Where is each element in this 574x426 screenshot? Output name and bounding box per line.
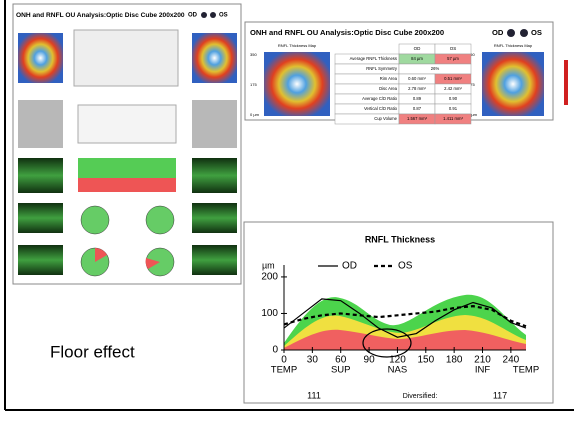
thickness-map	[18, 33, 63, 83]
od-label: OD	[492, 28, 504, 37]
footer-text: Diversified:	[403, 393, 438, 400]
fundus-image	[18, 100, 63, 148]
footer-text: 117	[493, 390, 507, 400]
slide-accent	[564, 60, 568, 105]
y-tick-label: 100	[261, 308, 278, 319]
quadrant-chart	[81, 206, 109, 234]
map-label: RNFL Thickness Map	[494, 43, 533, 48]
od-label: OD	[188, 13, 198, 19]
cell-value: 57 µm	[447, 56, 459, 61]
os-label: OS	[531, 28, 542, 37]
thickness-map	[192, 33, 237, 83]
tomogram	[18, 203, 63, 233]
footer-text: 111	[307, 390, 321, 400]
cell-value: 84 µm	[411, 56, 423, 61]
x-tick-label: 90	[364, 355, 376, 366]
header-text: OS	[450, 46, 457, 51]
fundus-image	[192, 100, 237, 148]
os-label: OS	[219, 13, 228, 19]
slide: ONH and RNFL OU Analysis:Optic Disc Cube…	[0, 0, 574, 426]
region-label: TEMP	[513, 365, 539, 376]
cell-value: 0.90	[449, 96, 458, 101]
map-scale: 350	[250, 52, 257, 57]
cell-value: 0.60 mm²	[408, 76, 426, 81]
cell-value: 2.78 mm²	[408, 86, 426, 91]
report-title: ONH and RNFL OU Analysis:Optic Disc Cube…	[16, 12, 185, 19]
region-label: SUP	[331, 365, 351, 376]
thickness-map	[482, 52, 544, 116]
y-axis-label: µm	[262, 260, 275, 270]
y-tick-label: 200	[261, 272, 278, 283]
left-report: ONH and RNFL OU Analysis:Optic Disc Cube…	[13, 4, 241, 284]
cell-value: 26%	[431, 66, 440, 71]
x-tick-label: 180	[446, 355, 463, 366]
mini-table	[74, 30, 178, 86]
od-icon	[201, 12, 207, 18]
tomogram	[18, 245, 63, 275]
cell-value: 0.87	[413, 106, 422, 111]
region-label: NAS	[388, 365, 408, 376]
legend-label: OD	[342, 261, 357, 272]
row-label: RNFL Symmetry	[366, 66, 398, 71]
thickness-plot	[78, 178, 176, 192]
tomogram	[192, 245, 237, 275]
legend-label: OS	[398, 261, 413, 272]
top-report: ONH and RNFL OU Analysis:Optic Disc Cube…	[245, 22, 553, 124]
row-label: Cup Volume	[374, 116, 397, 121]
cell-value: 0.89	[413, 96, 422, 101]
row-label: Rim Area	[380, 76, 398, 81]
cell-value: 2.42 mm²	[444, 86, 462, 91]
chart-frame	[244, 222, 553, 403]
row-label: Average C/D Ratio	[362, 96, 398, 101]
row-label: Average RNFL Thickness	[350, 56, 397, 61]
cell-value: 0.51 mm²	[444, 76, 462, 81]
header-text: OD	[414, 46, 422, 51]
cell-value: 0.91	[449, 106, 458, 111]
map-scale: 175	[250, 82, 257, 87]
region-label: INF	[475, 365, 491, 376]
od-icon	[507, 29, 515, 37]
quadrant-chart	[146, 206, 174, 234]
tomogram	[192, 203, 237, 233]
caption: Floor effect	[50, 342, 135, 361]
y-tick-label: 0	[272, 345, 278, 356]
chart-title: RNFL Thickness	[365, 234, 435, 244]
x-tick-label: 150	[417, 355, 434, 366]
thickness-map	[264, 52, 330, 116]
row-label: Vertical C/D Ratio	[364, 106, 398, 111]
cell-value: 1.567 mm³	[407, 116, 428, 121]
row-label: Disc Area	[379, 86, 398, 91]
x-tick-label: 30	[307, 355, 319, 366]
os-icon	[520, 29, 528, 37]
cell-value: 1.411 mm³	[443, 116, 463, 121]
rim-plot	[78, 105, 176, 143]
map-label: RNFL Thickness Map	[278, 43, 317, 48]
report-title: ONH and RNFL OU Analysis:Optic Disc Cube…	[250, 28, 444, 37]
region-label: TEMP	[271, 365, 297, 376]
tomogram	[192, 158, 237, 193]
map-scale: 0 µm	[250, 112, 260, 117]
tomogram	[18, 158, 63, 193]
slide-canvas: ONH and RNFL OU Analysis:Optic Disc Cube…	[0, 0, 574, 426]
chart-panel: RNFL Thickness µm 0100200030609012015018…	[244, 222, 553, 403]
os-icon	[210, 12, 216, 18]
